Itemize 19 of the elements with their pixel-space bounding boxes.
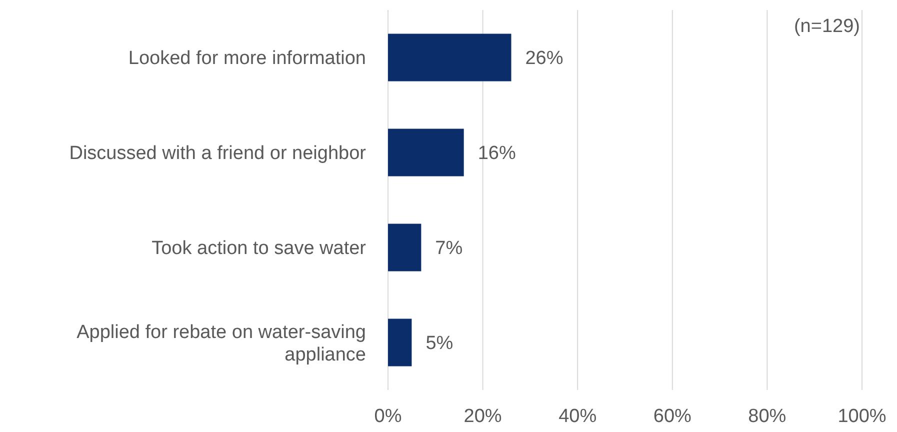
y-tick-label: Discussed with a friend or neighbor (69, 143, 367, 164)
x-tick-label: 80% (748, 406, 786, 427)
data-label: 16% (478, 143, 516, 164)
data-label: 7% (435, 238, 463, 260)
bar (388, 128, 464, 176)
y-tick-label: Looked for more information (128, 48, 366, 70)
data-label: 5% (426, 333, 454, 354)
x-tick-label: 0% (374, 406, 402, 427)
x-tick-label: 20% (464, 406, 502, 427)
bar (388, 224, 422, 272)
data-label: 26% (525, 48, 564, 70)
x-tick-label: 40% (558, 406, 597, 427)
y-tick-label: Took action to save water (152, 238, 367, 260)
annotation: (n=129) (794, 16, 860, 37)
bar (388, 34, 512, 82)
y-tick-label: Applied for rebate on water-saving appliance (76, 322, 366, 366)
bar (388, 318, 412, 366)
x-tick-label: 100% (838, 406, 886, 427)
x-tick-label: 60% (653, 406, 692, 427)
